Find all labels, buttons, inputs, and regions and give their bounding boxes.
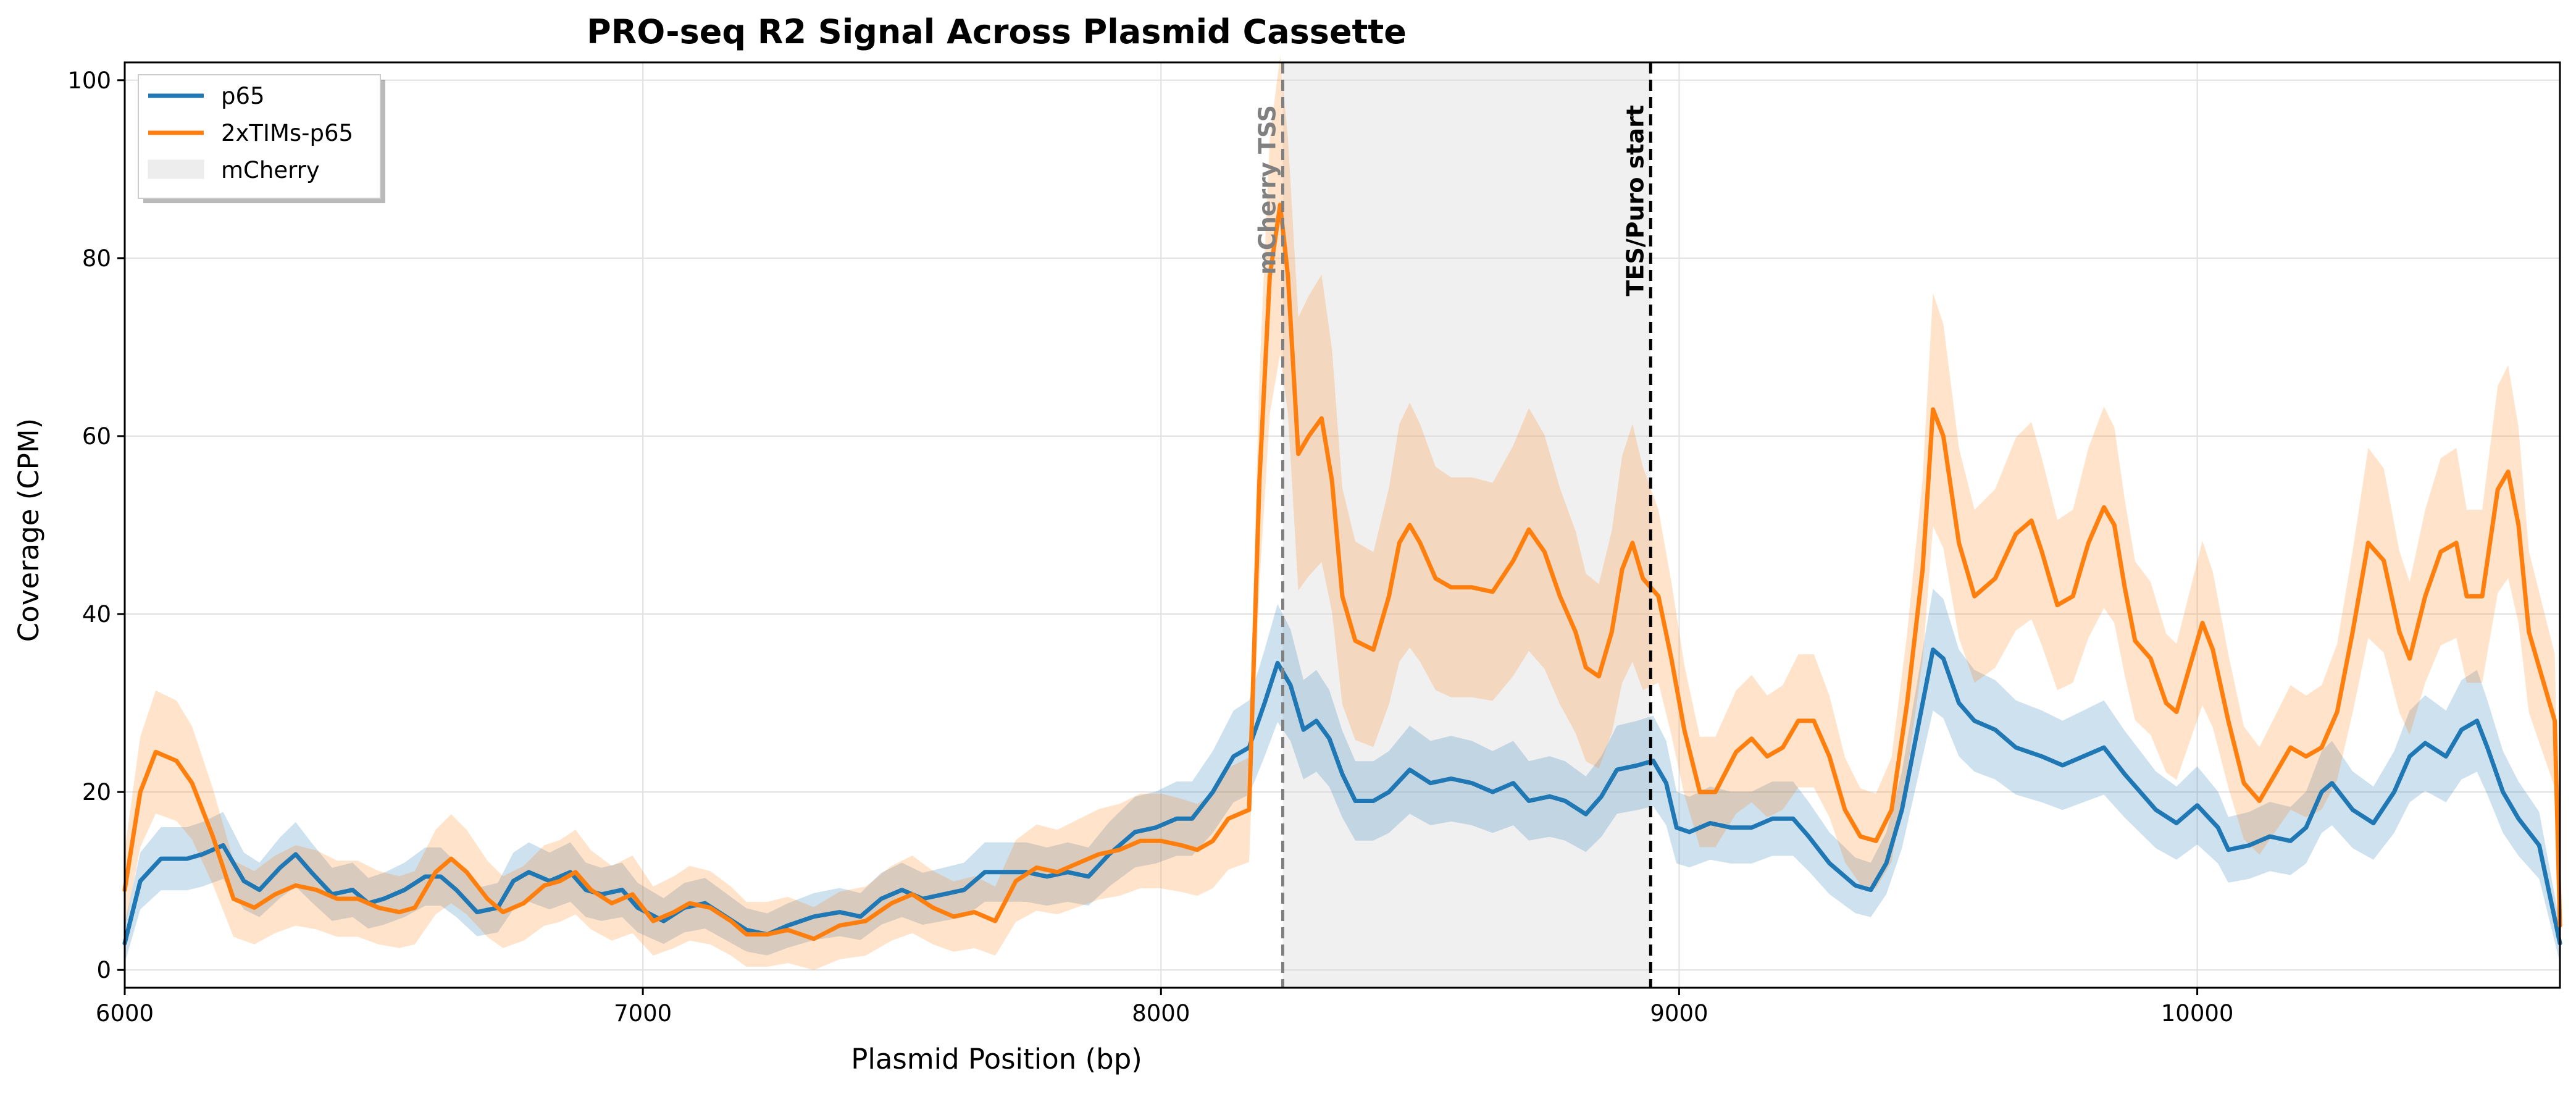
plot-frame — [123, 61, 2561, 989]
y-axis-label: Coverage (CPM) — [12, 418, 45, 642]
y-tick-label: 80 — [82, 245, 111, 272]
y-tick-label: 40 — [82, 601, 111, 628]
plot-area: mCherry TSS TES/Puro start 6000 7000 8000 900… — [67, 56, 2562, 1027]
vline-label: TES/Puro start — [1621, 105, 1649, 296]
series-line-2xtims-p65 — [122, 203, 2562, 941]
chart-title: PRO-seq R2 Signal Across Plasmid Cassett… — [587, 12, 1407, 51]
legend: p65 2xTIMs-p65 mCherry — [138, 74, 385, 203]
x-tick-label: 7000 — [614, 1000, 672, 1027]
legend-label-p65: p65 — [221, 83, 265, 109]
x-tick-label: 6000 — [96, 1000, 154, 1027]
legend-swatch-mcherry — [148, 159, 204, 179]
confidence-band-2xtims-p65 — [125, 56, 2560, 970]
x-tick-label: 8000 — [1132, 1000, 1190, 1027]
series-line-p65 — [122, 647, 2562, 946]
x-tick-label: 10000 — [2161, 1000, 2234, 1027]
y-tick-label: 60 — [82, 423, 111, 450]
x-tick-label: 9000 — [1650, 1000, 1708, 1027]
x-axis-label: Plasmid Position (bp) — [851, 1043, 1142, 1075]
vline-label: mCherry TSS — [1253, 105, 1281, 275]
y-tick-label: 100 — [67, 67, 111, 94]
y-tick-label: 0 — [96, 957, 111, 983]
y-tick-label: 20 — [82, 779, 111, 806]
legend-label-mcherry: mCherry — [221, 157, 320, 183]
legend-label-2xtims-p65: 2xTIMs-p65 — [221, 120, 353, 146]
shaded-region-mcherry — [1282, 62, 1651, 988]
